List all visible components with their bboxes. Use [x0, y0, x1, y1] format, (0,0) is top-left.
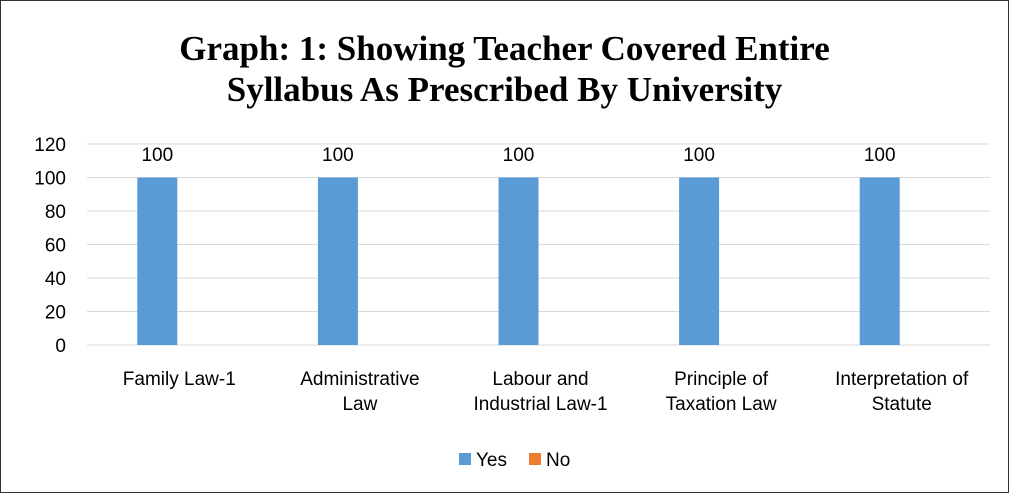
category-label-line: Family Law-1	[123, 369, 236, 390]
y-tick-label: 40	[45, 269, 66, 290]
bar-yes	[679, 177, 720, 345]
data-labels: 100 100 100 100 100	[141, 145, 895, 166]
legend-swatch	[459, 453, 471, 465]
category-label: Interpretation of Statute	[835, 369, 969, 415]
legend-swatch	[529, 453, 541, 465]
y-tick-label: 0	[55, 336, 66, 357]
y-tick-label: 80	[45, 202, 66, 223]
data-label: 100	[141, 145, 173, 166]
category-label: Labour and Industrial Law-1	[473, 369, 607, 415]
legend-label: Yes	[476, 450, 507, 471]
category-label-line: Principle of	[674, 369, 769, 390]
category-label-line: Administrative	[300, 369, 419, 390]
category-label: Family Law-1	[123, 369, 236, 390]
category-label-line: Statute	[872, 394, 932, 415]
category-label: Principle of Taxation Law	[666, 369, 777, 415]
y-tick-label: 60	[45, 236, 66, 257]
bar-yes	[317, 177, 358, 345]
y-tick-label: 20	[45, 303, 66, 324]
data-label: 100	[864, 145, 896, 166]
y-tick-label: 120	[34, 135, 66, 156]
bar-yes	[859, 177, 900, 345]
legend: Yes No	[459, 450, 570, 471]
category-label-line: Law	[342, 394, 377, 415]
chart-title-line-2: Syllabus As Prescribed By University	[226, 70, 783, 109]
category-label-line: Labour and	[492, 369, 588, 390]
bar-yes	[498, 177, 539, 345]
bars	[137, 177, 900, 345]
category-label-line: Interpretation of	[835, 369, 969, 390]
legend-label: No	[546, 450, 570, 471]
data-label: 100	[683, 145, 715, 166]
chart-title: Graph: 1: Showing Teacher Covered Entire…	[0, 28, 1009, 110]
bar-yes	[137, 177, 178, 345]
y-axis: 0 20 40 60 80 100 120	[34, 135, 66, 357]
y-tick-label: 100	[34, 169, 66, 190]
data-label: 100	[322, 145, 354, 166]
data-label: 100	[503, 145, 535, 166]
chart-title-line-1: Graph: 1: Showing Teacher Covered Entire	[179, 29, 830, 68]
category-label-line: Industrial Law-1	[473, 394, 607, 415]
category-label-line: Taxation Law	[666, 394, 777, 415]
category-label: Administrative Law	[300, 369, 419, 415]
x-axis: Family Law-1 Administrative Law Labour and I…	[123, 369, 969, 415]
